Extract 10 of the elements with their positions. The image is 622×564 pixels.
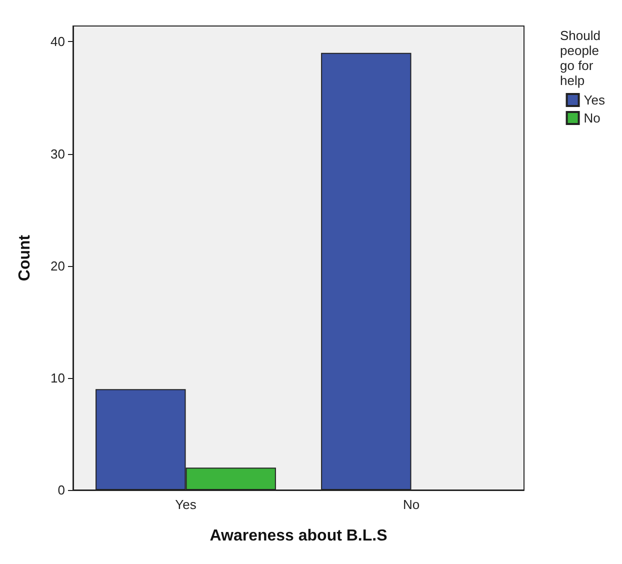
y-tick-label: 40 [50,34,65,50]
legend-label: Yes [584,92,606,108]
legend-label: No [584,110,600,126]
y-tick-label: 0 [58,482,65,498]
y-axis-title: Count [16,234,34,282]
y-tick-label: 30 [50,146,65,162]
y-tick-label: 10 [50,370,65,386]
x-axis-title: Awareness about B.L.S [210,528,388,544]
legend-title: Should people go for help [560,28,604,88]
y-tick-label: 20 [50,258,65,274]
